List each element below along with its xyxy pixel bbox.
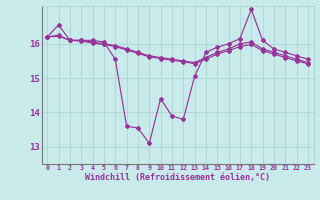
X-axis label: Windchill (Refroidissement éolien,°C): Windchill (Refroidissement éolien,°C) <box>85 173 270 182</box>
